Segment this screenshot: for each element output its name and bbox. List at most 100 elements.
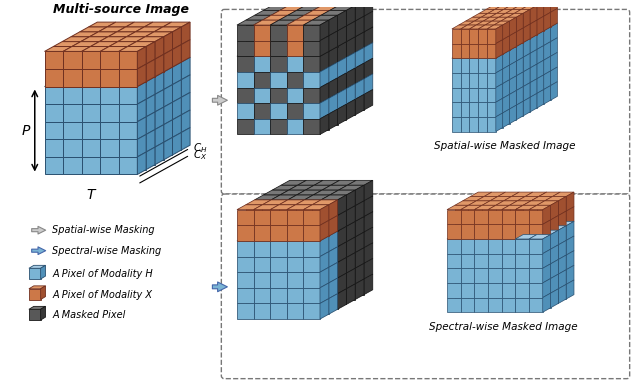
Polygon shape	[515, 249, 523, 268]
Polygon shape	[558, 196, 566, 215]
Polygon shape	[263, 257, 280, 273]
Polygon shape	[470, 25, 485, 29]
Polygon shape	[511, 270, 525, 284]
Polygon shape	[482, 205, 496, 220]
Polygon shape	[237, 87, 253, 103]
Polygon shape	[90, 107, 108, 125]
Polygon shape	[271, 42, 296, 47]
Polygon shape	[504, 215, 517, 230]
Polygon shape	[348, 63, 364, 79]
Polygon shape	[279, 283, 296, 299]
Polygon shape	[519, 79, 528, 94]
Polygon shape	[288, 15, 305, 31]
Polygon shape	[305, 268, 322, 284]
Polygon shape	[502, 35, 511, 49]
Polygon shape	[72, 64, 90, 82]
Polygon shape	[262, 283, 279, 299]
Polygon shape	[305, 200, 321, 215]
Polygon shape	[82, 122, 100, 139]
Polygon shape	[517, 201, 531, 215]
Polygon shape	[305, 284, 322, 299]
Polygon shape	[314, 185, 331, 201]
Polygon shape	[494, 98, 502, 113]
Polygon shape	[507, 12, 515, 27]
Polygon shape	[348, 217, 364, 232]
Polygon shape	[339, 284, 355, 299]
Polygon shape	[305, 21, 322, 37]
Polygon shape	[502, 20, 511, 35]
Polygon shape	[523, 230, 545, 235]
Polygon shape	[288, 278, 305, 294]
Polygon shape	[163, 45, 181, 62]
Polygon shape	[255, 109, 271, 125]
Polygon shape	[535, 16, 544, 31]
Polygon shape	[339, 5, 355, 21]
Polygon shape	[515, 10, 530, 13]
Polygon shape	[108, 32, 136, 37]
Polygon shape	[107, 62, 125, 80]
Polygon shape	[71, 37, 90, 54]
Polygon shape	[484, 222, 506, 226]
Polygon shape	[552, 226, 566, 240]
Polygon shape	[523, 259, 531, 278]
Polygon shape	[537, 31, 544, 49]
Polygon shape	[488, 101, 497, 116]
Polygon shape	[523, 289, 531, 308]
Polygon shape	[144, 57, 172, 62]
Polygon shape	[515, 210, 529, 224]
Polygon shape	[320, 220, 329, 241]
Polygon shape	[237, 20, 262, 25]
Polygon shape	[543, 220, 550, 239]
Polygon shape	[509, 31, 517, 45]
Polygon shape	[253, 225, 270, 241]
Polygon shape	[296, 283, 312, 299]
Polygon shape	[509, 91, 516, 109]
Polygon shape	[530, 20, 537, 39]
Polygon shape	[314, 0, 340, 1]
Polygon shape	[281, 32, 298, 47]
Polygon shape	[82, 82, 109, 87]
Polygon shape	[100, 69, 119, 87]
Polygon shape	[136, 147, 155, 165]
Polygon shape	[498, 196, 511, 211]
Polygon shape	[535, 27, 550, 31]
Polygon shape	[320, 205, 329, 225]
Polygon shape	[550, 201, 558, 220]
Polygon shape	[487, 58, 496, 73]
Polygon shape	[541, 71, 550, 86]
Polygon shape	[281, 232, 298, 248]
Polygon shape	[181, 92, 190, 115]
Polygon shape	[255, 10, 280, 15]
Polygon shape	[145, 67, 173, 72]
Polygon shape	[504, 274, 517, 289]
Polygon shape	[305, 190, 322, 206]
Polygon shape	[305, 52, 322, 68]
Polygon shape	[500, 17, 516, 21]
Polygon shape	[118, 59, 136, 77]
Polygon shape	[255, 42, 280, 47]
Polygon shape	[270, 20, 296, 25]
Polygon shape	[288, 215, 305, 231]
Polygon shape	[109, 42, 136, 47]
Polygon shape	[479, 101, 488, 116]
Polygon shape	[539, 207, 547, 226]
Text: A Pixel of Modality H: A Pixel of Modality H	[52, 269, 153, 279]
Polygon shape	[305, 94, 321, 109]
Polygon shape	[496, 205, 509, 220]
Polygon shape	[496, 40, 502, 58]
Polygon shape	[270, 56, 287, 72]
Polygon shape	[322, 268, 339, 284]
Polygon shape	[508, 32, 516, 47]
Polygon shape	[461, 54, 476, 58]
Polygon shape	[496, 98, 502, 117]
Polygon shape	[490, 32, 499, 47]
Polygon shape	[447, 254, 461, 268]
Polygon shape	[81, 59, 99, 77]
Polygon shape	[90, 54, 108, 72]
Polygon shape	[487, 117, 496, 131]
Polygon shape	[509, 278, 523, 293]
Polygon shape	[262, 52, 279, 67]
Polygon shape	[490, 201, 504, 215]
Polygon shape	[313, 210, 330, 226]
Polygon shape	[330, 42, 346, 57]
